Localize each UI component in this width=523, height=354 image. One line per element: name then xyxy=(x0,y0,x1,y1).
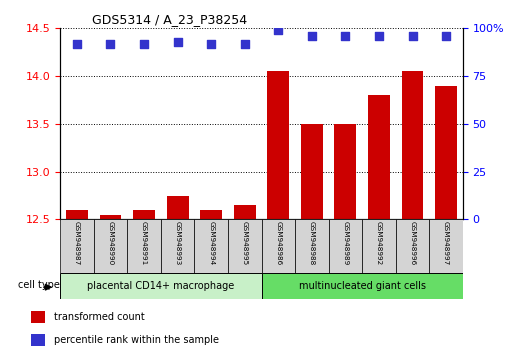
Bar xyxy=(94,219,127,273)
Text: GSM948990: GSM948990 xyxy=(108,221,113,266)
Bar xyxy=(228,219,262,273)
Text: GDS5314 / A_23_P38254: GDS5314 / A_23_P38254 xyxy=(93,13,247,26)
Bar xyxy=(60,273,262,299)
Text: GSM948993: GSM948993 xyxy=(175,221,180,266)
Bar xyxy=(267,71,289,219)
Text: cell type: cell type xyxy=(18,280,60,290)
Bar xyxy=(195,219,228,273)
Point xyxy=(308,33,316,39)
Bar xyxy=(200,210,222,219)
Bar xyxy=(133,210,155,219)
Point xyxy=(408,33,417,39)
Bar xyxy=(402,71,424,219)
Bar xyxy=(60,219,94,273)
Bar xyxy=(295,219,328,273)
Text: transformed count: transformed count xyxy=(54,312,145,322)
Text: percentile rank within the sample: percentile rank within the sample xyxy=(54,335,219,345)
Point xyxy=(274,27,282,33)
Bar xyxy=(127,219,161,273)
Text: GSM948986: GSM948986 xyxy=(275,221,281,266)
Bar xyxy=(362,219,396,273)
Bar xyxy=(66,210,88,219)
Text: GSM948996: GSM948996 xyxy=(410,221,415,266)
Bar xyxy=(368,95,390,219)
Bar xyxy=(429,219,463,273)
Text: GSM948995: GSM948995 xyxy=(242,221,248,266)
Bar xyxy=(167,195,188,219)
Bar xyxy=(262,273,463,299)
Bar xyxy=(31,334,45,346)
Point xyxy=(375,33,383,39)
Point xyxy=(73,41,81,46)
Point xyxy=(442,33,450,39)
Text: placental CD14+ macrophage: placental CD14+ macrophage xyxy=(87,281,234,291)
Bar xyxy=(234,205,256,219)
Text: GSM948997: GSM948997 xyxy=(443,221,449,266)
Text: GSM948991: GSM948991 xyxy=(141,221,147,266)
Point xyxy=(140,41,148,46)
Text: GSM948994: GSM948994 xyxy=(208,221,214,266)
Text: multinucleated giant cells: multinucleated giant cells xyxy=(299,281,426,291)
Point xyxy=(241,41,249,46)
Bar xyxy=(31,312,45,323)
Text: GSM948988: GSM948988 xyxy=(309,221,315,266)
Bar xyxy=(301,124,323,219)
Bar xyxy=(396,219,429,273)
Bar xyxy=(99,215,121,219)
Bar xyxy=(335,124,356,219)
Bar xyxy=(161,219,195,273)
Text: GSM948989: GSM948989 xyxy=(343,221,348,266)
Point xyxy=(174,39,182,45)
Point xyxy=(106,41,115,46)
Point xyxy=(207,41,215,46)
Bar xyxy=(328,219,362,273)
Text: GSM948992: GSM948992 xyxy=(376,221,382,266)
Point xyxy=(341,33,349,39)
Text: GSM948987: GSM948987 xyxy=(74,221,80,266)
Bar xyxy=(435,86,457,219)
Bar xyxy=(262,219,295,273)
